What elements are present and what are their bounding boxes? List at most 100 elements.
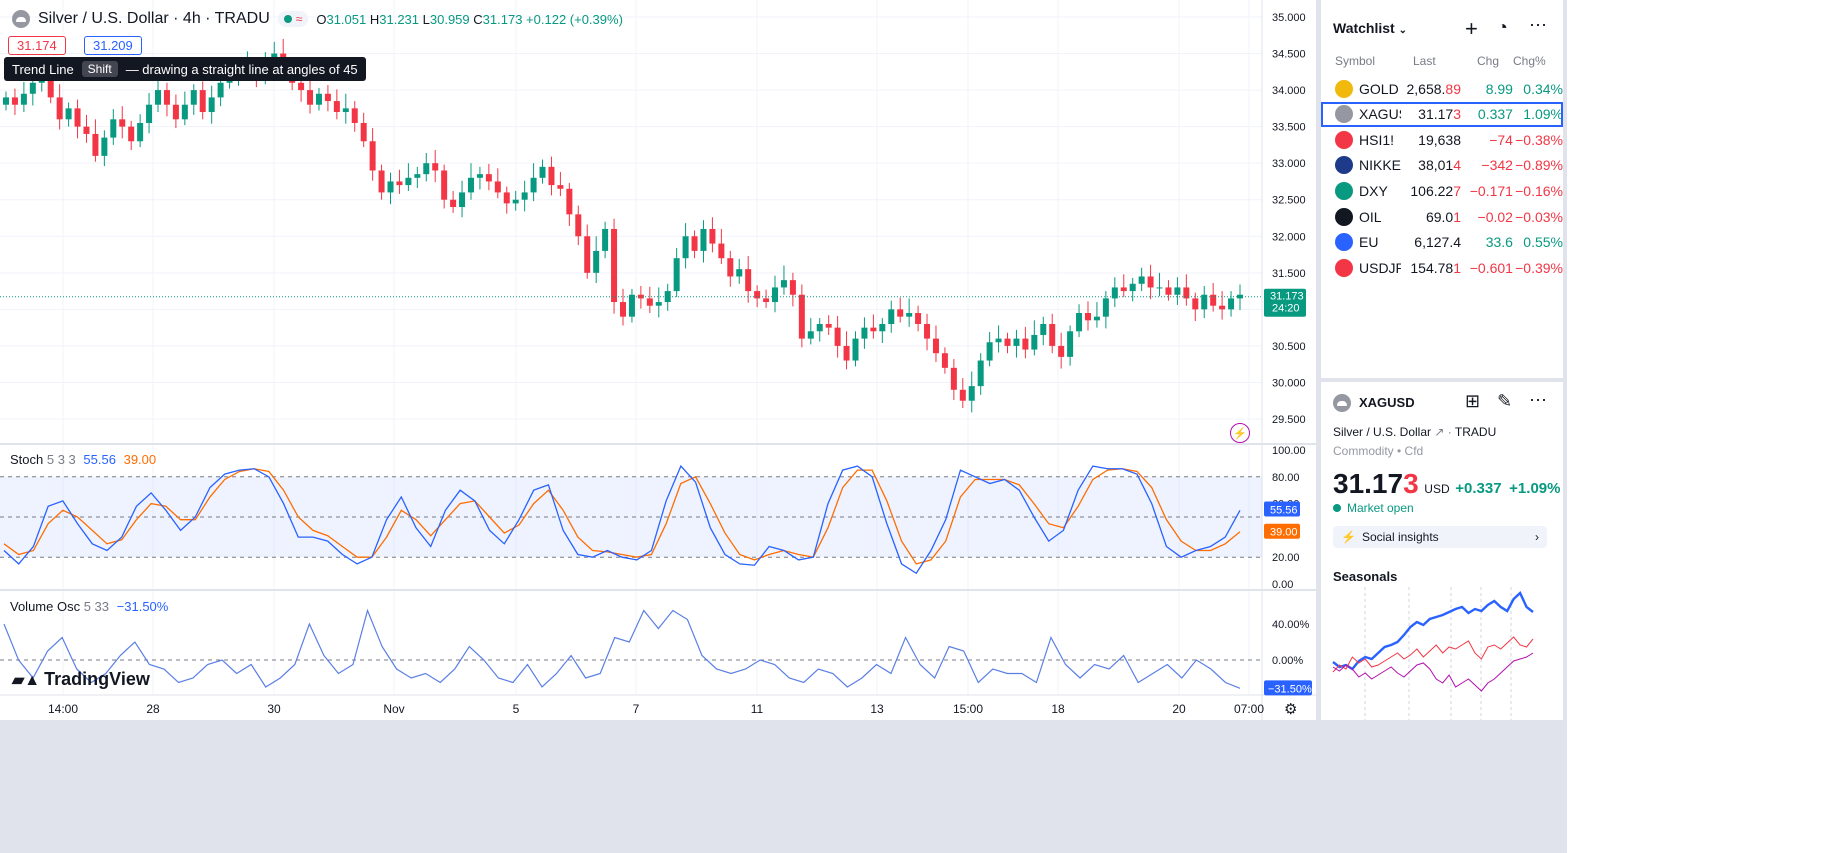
watchlist-row[interactable]: OIL 69.01 −0.02 −0.03% bbox=[1321, 204, 1563, 229]
market-open-dot bbox=[283, 15, 292, 23]
col-chgp[interactable]: Chg% bbox=[1513, 54, 1546, 68]
candle-body bbox=[369, 141, 376, 171]
candle-body bbox=[163, 90, 170, 105]
advanced-view-icon[interactable]: ◔ bbox=[1497, 17, 1508, 37]
candle-body bbox=[1192, 298, 1199, 310]
watchlist-row[interactable]: EU 6,127.4 33.6 0.55% bbox=[1321, 230, 1563, 255]
market-status-pill[interactable]: ≈ bbox=[277, 11, 309, 27]
seasonals-prev-year-line bbox=[1332, 636, 1534, 673]
stoch-k-tag bbox=[1264, 501, 1300, 517]
stoch-legend[interactable]: Stoch 5 3 3 55.56 39.00 bbox=[10, 452, 157, 467]
candle-body bbox=[119, 119, 126, 127]
watchlist-last: 69.01 bbox=[1425, 208, 1461, 225]
chart-canvas[interactable]: 35.000 34.500 34.000 33.500 33.000 32.500 32.0… bbox=[0, 0, 1316, 720]
details-change-pct: +1.09% bbox=[1509, 480, 1561, 497]
price-tick-label: 29.500 bbox=[1272, 414, 1306, 426]
candle-body bbox=[995, 338, 1002, 343]
sell-button[interactable]: 31.174 bbox=[8, 36, 66, 55]
ohlc-values: O31.051 H31.231 L30.959 C31.173 +0.122 (… bbox=[316, 11, 623, 27]
time-tick-label: 14:00 bbox=[48, 702, 78, 716]
stoch-tick-label: 100.00 bbox=[1272, 445, 1306, 457]
watchlist-chg: 33.6 bbox=[1485, 234, 1513, 251]
vol-tick-label: 40.00% bbox=[1272, 619, 1310, 631]
candle-body bbox=[485, 174, 492, 182]
lightning-icon[interactable]: ⚡ bbox=[1230, 423, 1250, 443]
watchlist-last: 154.781 bbox=[1410, 259, 1461, 276]
candle-body bbox=[92, 133, 99, 156]
watchlist-row[interactable]: HSI1! 19,638 −74 −0.38% bbox=[1321, 127, 1563, 152]
candle-body bbox=[646, 298, 653, 306]
candle-body bbox=[503, 192, 510, 204]
vol-tag bbox=[1264, 680, 1312, 696]
more-icon[interactable]: ⋯ bbox=[1529, 390, 1547, 410]
candle-body bbox=[83, 126, 90, 134]
seasonals-two-years-ago-line bbox=[1332, 652, 1534, 692]
candle-body bbox=[709, 228, 716, 244]
more-icon[interactable]: ⋯ bbox=[1529, 15, 1547, 35]
candle-body bbox=[172, 104, 179, 120]
candle-body bbox=[3, 97, 9, 105]
candle-body bbox=[512, 199, 519, 204]
candle-body bbox=[1076, 313, 1083, 332]
details-symbol[interactable]: XAGUSD bbox=[1359, 395, 1415, 410]
candle-body bbox=[655, 302, 662, 306]
candle-body bbox=[181, 104, 188, 120]
last-price-tag bbox=[1264, 288, 1306, 317]
candle-body bbox=[521, 192, 528, 200]
candle-body bbox=[691, 236, 698, 251]
details-exchange[interactable]: TRADU bbox=[1454, 425, 1497, 439]
candle-body bbox=[190, 90, 197, 105]
candle-body bbox=[333, 101, 340, 113]
watchlist-chgp: 1.09% bbox=[1523, 106, 1563, 123]
candle-body bbox=[1084, 313, 1091, 321]
watchlist-row[interactable]: XAGUSD 31.173 0.337 1.09% bbox=[1321, 101, 1563, 127]
candle-body bbox=[879, 323, 886, 332]
layout-grid-icon[interactable]: ⊞ bbox=[1465, 391, 1481, 411]
candle-body bbox=[924, 323, 931, 339]
watchlist-last: 31.173 bbox=[1418, 106, 1461, 123]
candle-body bbox=[342, 108, 349, 113]
watchlist-title[interactable]: Watchlist ⌄ bbox=[1333, 20, 1407, 36]
candle-body bbox=[763, 298, 770, 303]
market-status: Market open bbox=[1333, 501, 1414, 515]
candle-body bbox=[378, 170, 385, 193]
add-symbol-icon[interactable]: + bbox=[1465, 16, 1478, 41]
right-sidebar bbox=[1567, 0, 1828, 853]
edit-icon[interactable]: ✎ bbox=[1497, 391, 1513, 411]
details-name[interactable]: Silver / U.S. Dollar bbox=[1333, 425, 1432, 439]
buy-button[interactable]: 31.209 bbox=[84, 36, 142, 55]
seasonals-title[interactable]: Seasonals bbox=[1333, 569, 1398, 584]
details-name-line: Silver / U.S. Dollar ↗ · TRADU bbox=[1333, 425, 1497, 439]
nikkei-icon bbox=[1335, 156, 1353, 175]
candle-body bbox=[566, 188, 573, 215]
watchlist-row[interactable]: USDJPY 154.781 −0.601−0.39% bbox=[1321, 255, 1563, 280]
candle-body bbox=[906, 313, 913, 317]
candle-body bbox=[414, 174, 421, 178]
col-chg[interactable]: Chg bbox=[1477, 54, 1500, 68]
candle-body bbox=[628, 294, 635, 317]
candle-body bbox=[539, 166, 546, 178]
seasonals-current-year-line bbox=[1332, 590, 1534, 671]
watchlist-row[interactable]: NIKKEI 38,014 −342 −0.89% bbox=[1321, 153, 1563, 178]
watchlist-symbol: DXY bbox=[1359, 182, 1388, 199]
symbol-title[interactable]: Silver / U.S. Dollar · 4h · TRADU bbox=[38, 10, 270, 27]
candle-body bbox=[396, 181, 403, 186]
chart-panel[interactable]: 35.000 34.500 34.000 33.500 33.000 32.500 32.0… bbox=[0, 0, 1316, 720]
col-symbol[interactable]: Symbol bbox=[1335, 54, 1376, 68]
col-last[interactable]: Last bbox=[1413, 54, 1436, 68]
watchlist-row[interactable]: GOLD 2,658.89 8.99 0.34% bbox=[1321, 76, 1563, 101]
social-insights-button[interactable]: ⚡ Social insights › bbox=[1333, 526, 1547, 548]
candle-body bbox=[476, 174, 483, 178]
volume-osc-legend[interactable]: Volume Osc 5 33 −31.50% bbox=[10, 599, 169, 614]
eu-flag-icon bbox=[1335, 233, 1353, 252]
candle-body bbox=[950, 367, 957, 390]
watchlist-chgp: −0.38% bbox=[1515, 131, 1563, 148]
watchlist-row[interactable]: DXY 106.227 −0.171 −0.16% bbox=[1321, 178, 1563, 203]
tradingview-logo[interactable]: ▰▲ TradingView bbox=[12, 669, 150, 689]
candle-body bbox=[298, 82, 305, 91]
price-tick-label: 33.500 bbox=[1272, 122, 1306, 134]
settings-gear-icon[interactable]: ⚙ bbox=[1284, 701, 1298, 718]
seasonals-chart[interactable] bbox=[1331, 587, 1553, 720]
candle-body bbox=[155, 90, 162, 105]
external-link-icon[interactable]: ↗ bbox=[1434, 425, 1445, 439]
